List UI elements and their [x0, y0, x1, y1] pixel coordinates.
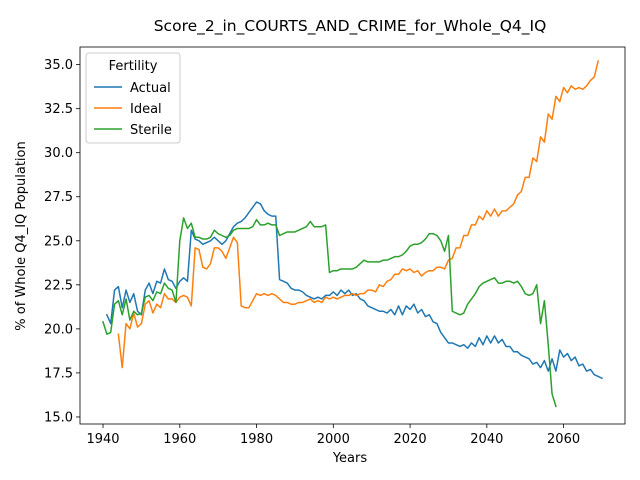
series-ideal: [117, 60, 600, 369]
x-axis-title: Years: [332, 451, 368, 466]
y-tick-label: 27.5: [44, 190, 73, 205]
chart-title: Score_2_in_COURTS_AND_CRIME_for_Whole_Q4…: [154, 17, 547, 36]
series-line-sterile: [102, 217, 557, 408]
y-tick-label: 32.5: [44, 102, 73, 117]
y-tick-label: 15.0: [44, 410, 73, 425]
legend-item-ideal: Ideal: [94, 102, 162, 117]
y-tick-label: 25.0: [44, 234, 73, 249]
x-tick-label: 2020: [394, 432, 427, 447]
legend-item-sterile: Sterile: [94, 123, 172, 138]
plot-frame: [79, 46, 626, 425]
x-tick-label: 1940: [86, 432, 119, 447]
y-tick-label: 20.0: [44, 322, 73, 337]
x-tick-label: 1960: [163, 432, 196, 447]
series-sterile: [102, 217, 557, 408]
legend-box: [85, 52, 181, 144]
legend-label-sterile: Sterile: [130, 123, 172, 138]
axes-layer: 1940 1960 1980 2000 2020 2040 2060 15.0 17.5 20.0…: [44, 46, 626, 447]
x-tick-label: 2000: [317, 432, 350, 447]
x-tick-label: 1980: [240, 432, 273, 447]
x-tick-label: 2060: [547, 432, 580, 447]
x-tick-label: 2040: [470, 432, 503, 447]
legend-label-actual: Actual: [130, 81, 171, 96]
series-line-ideal: [117, 60, 600, 369]
y-tick-label: 35.0: [44, 58, 73, 73]
y-tick-label: 22.5: [44, 278, 73, 293]
y-tick-label: 17.5: [44, 366, 73, 381]
legend: Fertility Actual Ideal Sterile: [85, 52, 181, 144]
legend-item-actual: Actual: [94, 81, 171, 96]
y-tick-label: 30.0: [44, 146, 73, 161]
series-layer: [102, 60, 603, 408]
legend-label-ideal: Ideal: [130, 102, 162, 117]
y-axis-title: % of Whole Q4_IQ Population: [14, 141, 29, 330]
legend-title: Fertility: [109, 59, 158, 74]
